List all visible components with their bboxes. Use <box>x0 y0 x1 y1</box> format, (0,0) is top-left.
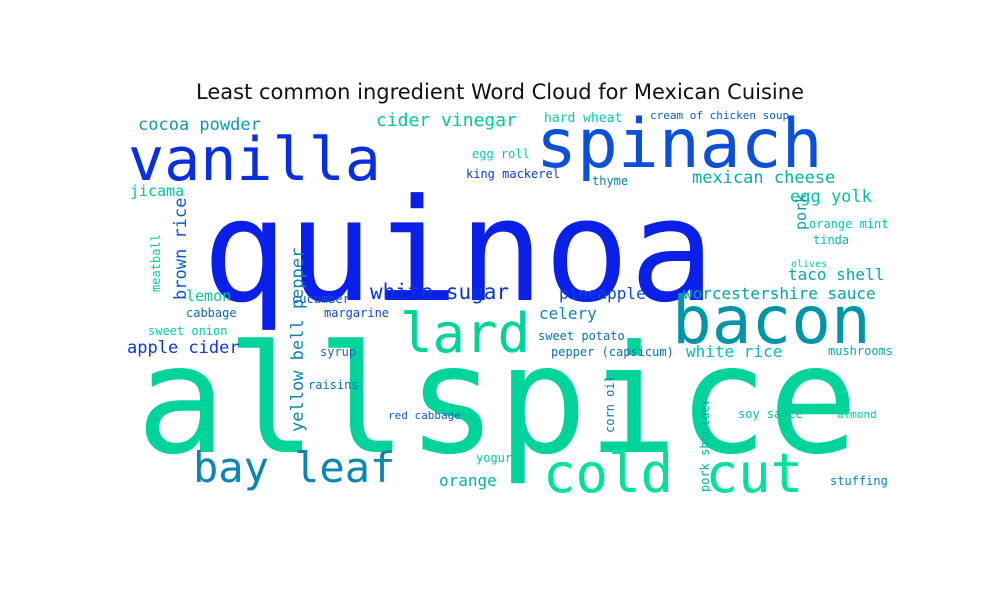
word-cocoa-powder: cocoa powder <box>138 115 261 135</box>
word-cabbage: cabbage <box>186 306 237 320</box>
word-mexican-cheese: mexican cheese <box>692 168 835 188</box>
word-taco-shell: taco shell <box>788 265 884 284</box>
word-lemon: lemon <box>186 287 231 305</box>
word-yellow-bell-pepper: yellow bell pepper <box>288 248 308 432</box>
word-sweet-onion: sweet onion <box>148 324 227 338</box>
word-sweet-potato: sweet potato <box>538 329 625 343</box>
word-king-mackerel: king mackerel <box>466 167 560 181</box>
word-raisins: raisins <box>308 378 359 392</box>
word-olives: olives <box>791 259 827 270</box>
word-allspice: allspice <box>136 314 858 488</box>
word-syrup: syrup <box>320 345 356 359</box>
word-pork-shoulder: pork shoulder <box>698 398 712 492</box>
word-orange-mint: orange mint <box>809 217 888 231</box>
word-cider-vinegar: cider vinegar <box>376 110 517 131</box>
word-brown-rice: brown rice <box>171 198 191 300</box>
word-red-cabbage: red cabbage <box>388 409 461 422</box>
word-meatball: meatball <box>149 234 163 292</box>
word-vanilla: vanilla <box>128 125 381 195</box>
word-tinda: tinda <box>813 233 849 247</box>
word-apple-cider: apple cider <box>127 338 240 358</box>
word-pineapple: pineapple <box>559 284 646 303</box>
word-hard-wheat: hard wheat <box>544 111 622 126</box>
word-egg-yolk: egg yolk <box>790 187 872 207</box>
word-egg-roll: egg roll <box>472 147 530 161</box>
word-almond: almond <box>837 408 877 421</box>
word-soy-sauce: soy sauce <box>738 407 803 421</box>
word-cucumber: cucumber <box>292 292 350 306</box>
word-spinach: spinach <box>536 105 823 184</box>
word-cold-cut: cold cut <box>543 442 803 505</box>
word-pork: pork <box>792 194 810 230</box>
word-lard: lard <box>400 302 530 365</box>
chart-title: Least common ingredient Word Cloud for M… <box>196 80 804 104</box>
word-mushrooms: mushrooms <box>828 344 893 358</box>
word-celery: celery <box>539 304 597 323</box>
word-white-rice: white rice <box>686 342 782 361</box>
word-thyme: thyme <box>592 174 628 188</box>
word-white-sugar: white sugar <box>370 280 509 304</box>
word-bacon: bacon <box>672 282 871 359</box>
word-jicama: jicama <box>130 182 184 200</box>
word-pepper-capsicum: pepper (capsicum) <box>551 345 674 359</box>
word-worcestershire-sauce: worcestershire sauce <box>683 284 876 303</box>
word-margarine: margarine <box>324 306 389 320</box>
word-cream-of-chicken-soup: cream of chicken soup <box>650 109 789 122</box>
word-yogurt: yogurt <box>476 451 519 465</box>
word-orange: orange <box>439 471 497 490</box>
word-stuffing: stuffing <box>830 474 888 488</box>
word-bay-leaf: bay leaf <box>193 443 395 492</box>
word-corn-oil: corn oil <box>603 375 617 433</box>
word-quinoa: quinoa <box>202 169 715 334</box>
